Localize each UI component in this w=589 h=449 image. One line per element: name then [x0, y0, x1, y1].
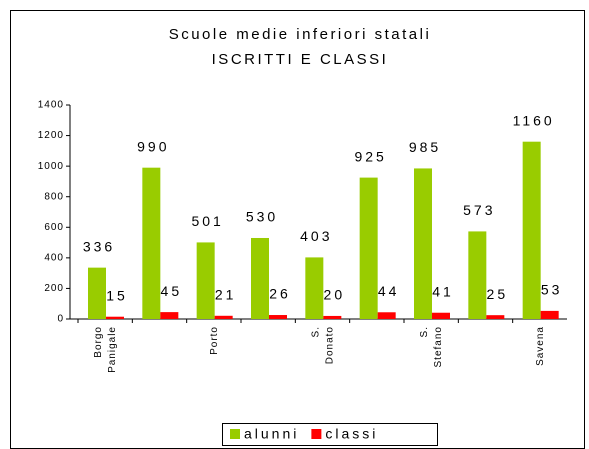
legend-label: classi [325, 426, 378, 442]
bar [106, 316, 124, 319]
bar [196, 242, 215, 319]
bar [88, 267, 106, 319]
bar [160, 312, 179, 319]
data-label: 990 [137, 138, 169, 154]
bar [522, 141, 541, 319]
y-tick-label: 0 [57, 314, 64, 325]
data-label: 25 [487, 286, 509, 302]
x-tick-label: S. Donato [310, 326, 335, 364]
bar [486, 315, 505, 319]
legend-label: alunni [244, 426, 299, 442]
bar [323, 315, 342, 319]
y-tick-label: 200 [44, 283, 64, 294]
legend-swatch [230, 429, 240, 439]
chart-border [10, 10, 585, 449]
data-label: 15 [106, 287, 128, 303]
data-label: 530 [246, 209, 278, 225]
bar [359, 177, 378, 319]
y-tick-label: 1200 [38, 130, 64, 141]
data-label: 26 [269, 286, 291, 302]
data-label: 45 [161, 283, 183, 299]
data-label: 403 [300, 228, 332, 244]
bar [269, 315, 287, 319]
y-tick-label: 1000 [38, 161, 64, 172]
data-label: 501 [191, 213, 223, 229]
bar [377, 312, 396, 319]
y-tick-label: 800 [44, 191, 64, 202]
bar [214, 315, 233, 319]
data-label: 985 [409, 139, 441, 155]
x-tick-label: Savena [534, 326, 545, 366]
data-label: 21 [215, 286, 237, 302]
legend-swatch [311, 429, 322, 439]
chart-title: Scuole medie inferiori statali [169, 26, 432, 43]
y-tick-label: 600 [44, 222, 64, 233]
bar [251, 237, 269, 319]
data-label: 44 [378, 283, 400, 299]
legend-box [222, 423, 438, 446]
data-label: 925 [354, 148, 386, 164]
bar [540, 310, 559, 319]
bar [414, 168, 432, 319]
bar [142, 167, 161, 319]
data-label: 53 [541, 282, 563, 298]
data-label: 41 [432, 283, 454, 299]
x-tick-label: Porto [208, 326, 219, 355]
data-label: 20 [324, 287, 346, 303]
bar [468, 231, 487, 319]
data-label: 573 [463, 202, 495, 218]
y-tick-label: 1400 [38, 100, 64, 111]
x-tick-label: S. Stefano [419, 326, 444, 367]
chart-subtitle: ISCRITTI E CLASSI [212, 51, 389, 68]
x-tick-label: Borgo Panigale [93, 326, 118, 373]
bar [305, 257, 324, 319]
data-label: 336 [83, 238, 115, 254]
y-tick-label: 400 [44, 252, 64, 263]
data-label: 1160 [513, 112, 555, 128]
bar [432, 312, 450, 319]
